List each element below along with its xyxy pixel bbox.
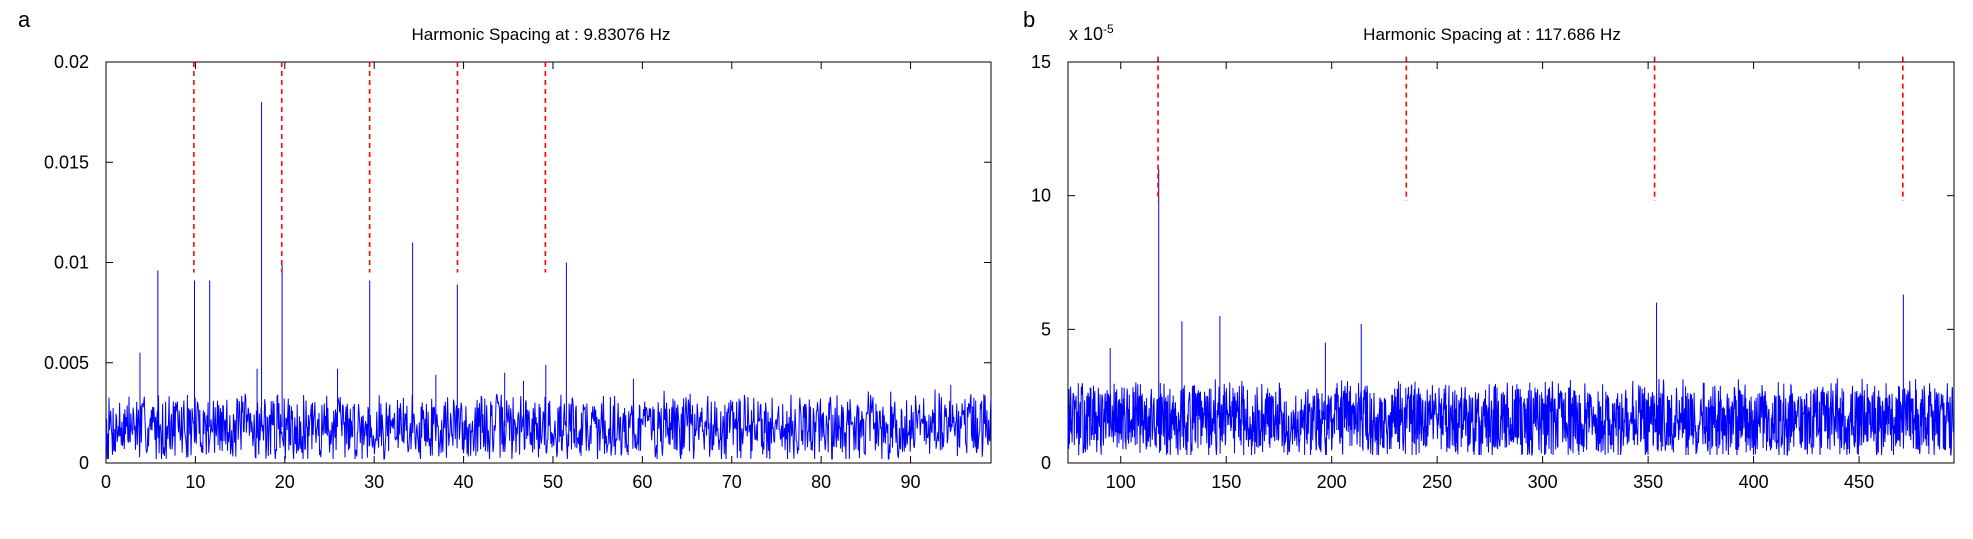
panel-b-exponent-label: x 10-5 <box>1069 22 1114 44</box>
panel-b-signal <box>1067 168 1955 456</box>
y-tick-label: 0.02 <box>54 52 89 72</box>
panel-a: a Harmonic Spacing at : 9.83076 Hz 0 10 20… <box>18 7 992 492</box>
x-tick-label: 350 <box>1633 472 1663 492</box>
panel-a-harmonic-markers <box>193 62 547 273</box>
panel-b-exponent-sup: -5 <box>1103 22 1114 36</box>
x-tick-label: 100 <box>1106 472 1136 492</box>
panel-a-label: a <box>18 7 31 32</box>
panel-b-plot-area <box>1067 61 1955 464</box>
panel-a-signal <box>105 102 992 460</box>
panel-a-ticks <box>105 61 991 464</box>
panel-a-title: Harmonic Spacing at : 9.83076 Hz <box>412 25 671 44</box>
x-tick-label: 90 <box>901 472 921 492</box>
x-tick-label: 60 <box>632 472 652 492</box>
signal-trace <box>1067 378 1955 456</box>
x-tick-label: 150 <box>1211 472 1241 492</box>
x-tick-label: 250 <box>1422 472 1452 492</box>
panel-b-title: Harmonic Spacing at : 117.686 Hz <box>1363 25 1621 44</box>
panel-a-plot-area <box>105 61 992 464</box>
x-tick-label: 70 <box>722 472 742 492</box>
panel-a-tick-labels: 0 10 20 30 40 50 60 70 80 90 0 0.005 0.01 0.015 0.02 <box>44 52 921 492</box>
y-tick-label: 0.005 <box>44 353 89 373</box>
x-tick-label: 10 <box>185 472 205 492</box>
panel-b: b x 10-5 Harmonic Spacing at : 117.686 H… <box>1023 7 1955 492</box>
x-tick-label: 30 <box>364 472 384 492</box>
x-tick-label: 400 <box>1739 472 1769 492</box>
x-tick-label: 40 <box>454 472 474 492</box>
x-tick-label: 200 <box>1317 472 1347 492</box>
x-tick-label: 50 <box>543 472 563 492</box>
y-tick-label: 5 <box>1041 319 1051 339</box>
panel-b-harmonic-markers <box>1157 56 1904 202</box>
x-tick-label: 450 <box>1844 472 1874 492</box>
signal-trace <box>105 389 992 460</box>
panel-b-tick-labels: 100 150 200 250 300 350 400 450 0 5 10 15 <box>1031 52 1874 492</box>
x-tick-label: 20 <box>275 472 295 492</box>
panel-b-ticks <box>1068 61 1954 464</box>
panel-b-label: b <box>1023 7 1035 32</box>
x-tick-label: 0 <box>101 472 111 492</box>
y-tick-label: 0 <box>79 453 89 473</box>
y-tick-label: 0.015 <box>44 152 89 172</box>
panel-b-exponent-base: x 10 <box>1069 24 1103 44</box>
x-tick-label: 300 <box>1528 472 1558 492</box>
y-tick-label: 0 <box>1041 453 1051 473</box>
y-tick-label: 0.01 <box>54 253 89 273</box>
y-tick-label: 10 <box>1031 186 1051 206</box>
y-tick-label: 15 <box>1031 52 1051 72</box>
x-tick-label: 80 <box>811 472 831 492</box>
